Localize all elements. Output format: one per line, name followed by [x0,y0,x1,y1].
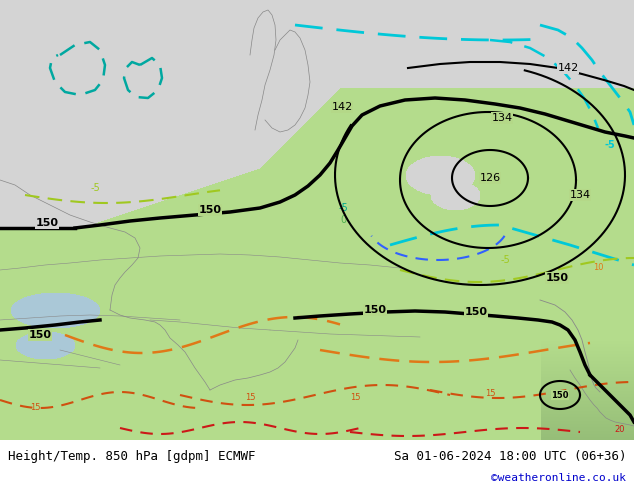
Text: 15: 15 [30,402,40,412]
Text: 20: 20 [615,425,625,435]
Text: 134: 134 [491,113,512,123]
Text: 150: 150 [551,391,569,399]
Text: -5: -5 [90,183,100,193]
Text: 150: 150 [198,205,221,215]
Text: Sa 01-06-2024 18:00 UTC (06+36): Sa 01-06-2024 18:00 UTC (06+36) [394,449,626,463]
Text: 15: 15 [245,393,256,402]
Text: 150: 150 [363,305,387,315]
Text: 142: 142 [332,102,353,112]
Text: Height/Temp. 850 hPa [gdpm] ECMWF: Height/Temp. 850 hPa [gdpm] ECMWF [8,449,256,463]
Text: 150: 150 [29,330,51,340]
Text: 10: 10 [593,264,603,272]
Text: 126: 126 [479,173,501,183]
Text: -5: -5 [605,140,616,150]
Text: 150: 150 [36,218,58,228]
Text: 150: 150 [545,273,569,283]
Text: 0: 0 [340,215,346,225]
Text: ©weatheronline.co.uk: ©weatheronline.co.uk [491,473,626,483]
Text: -5: -5 [500,255,510,265]
Text: 150: 150 [465,307,488,317]
Text: 134: 134 [569,190,590,200]
Text: 15: 15 [350,393,360,402]
Text: 142: 142 [557,63,579,73]
Text: -5: -5 [338,203,348,213]
Text: 15: 15 [485,389,495,397]
